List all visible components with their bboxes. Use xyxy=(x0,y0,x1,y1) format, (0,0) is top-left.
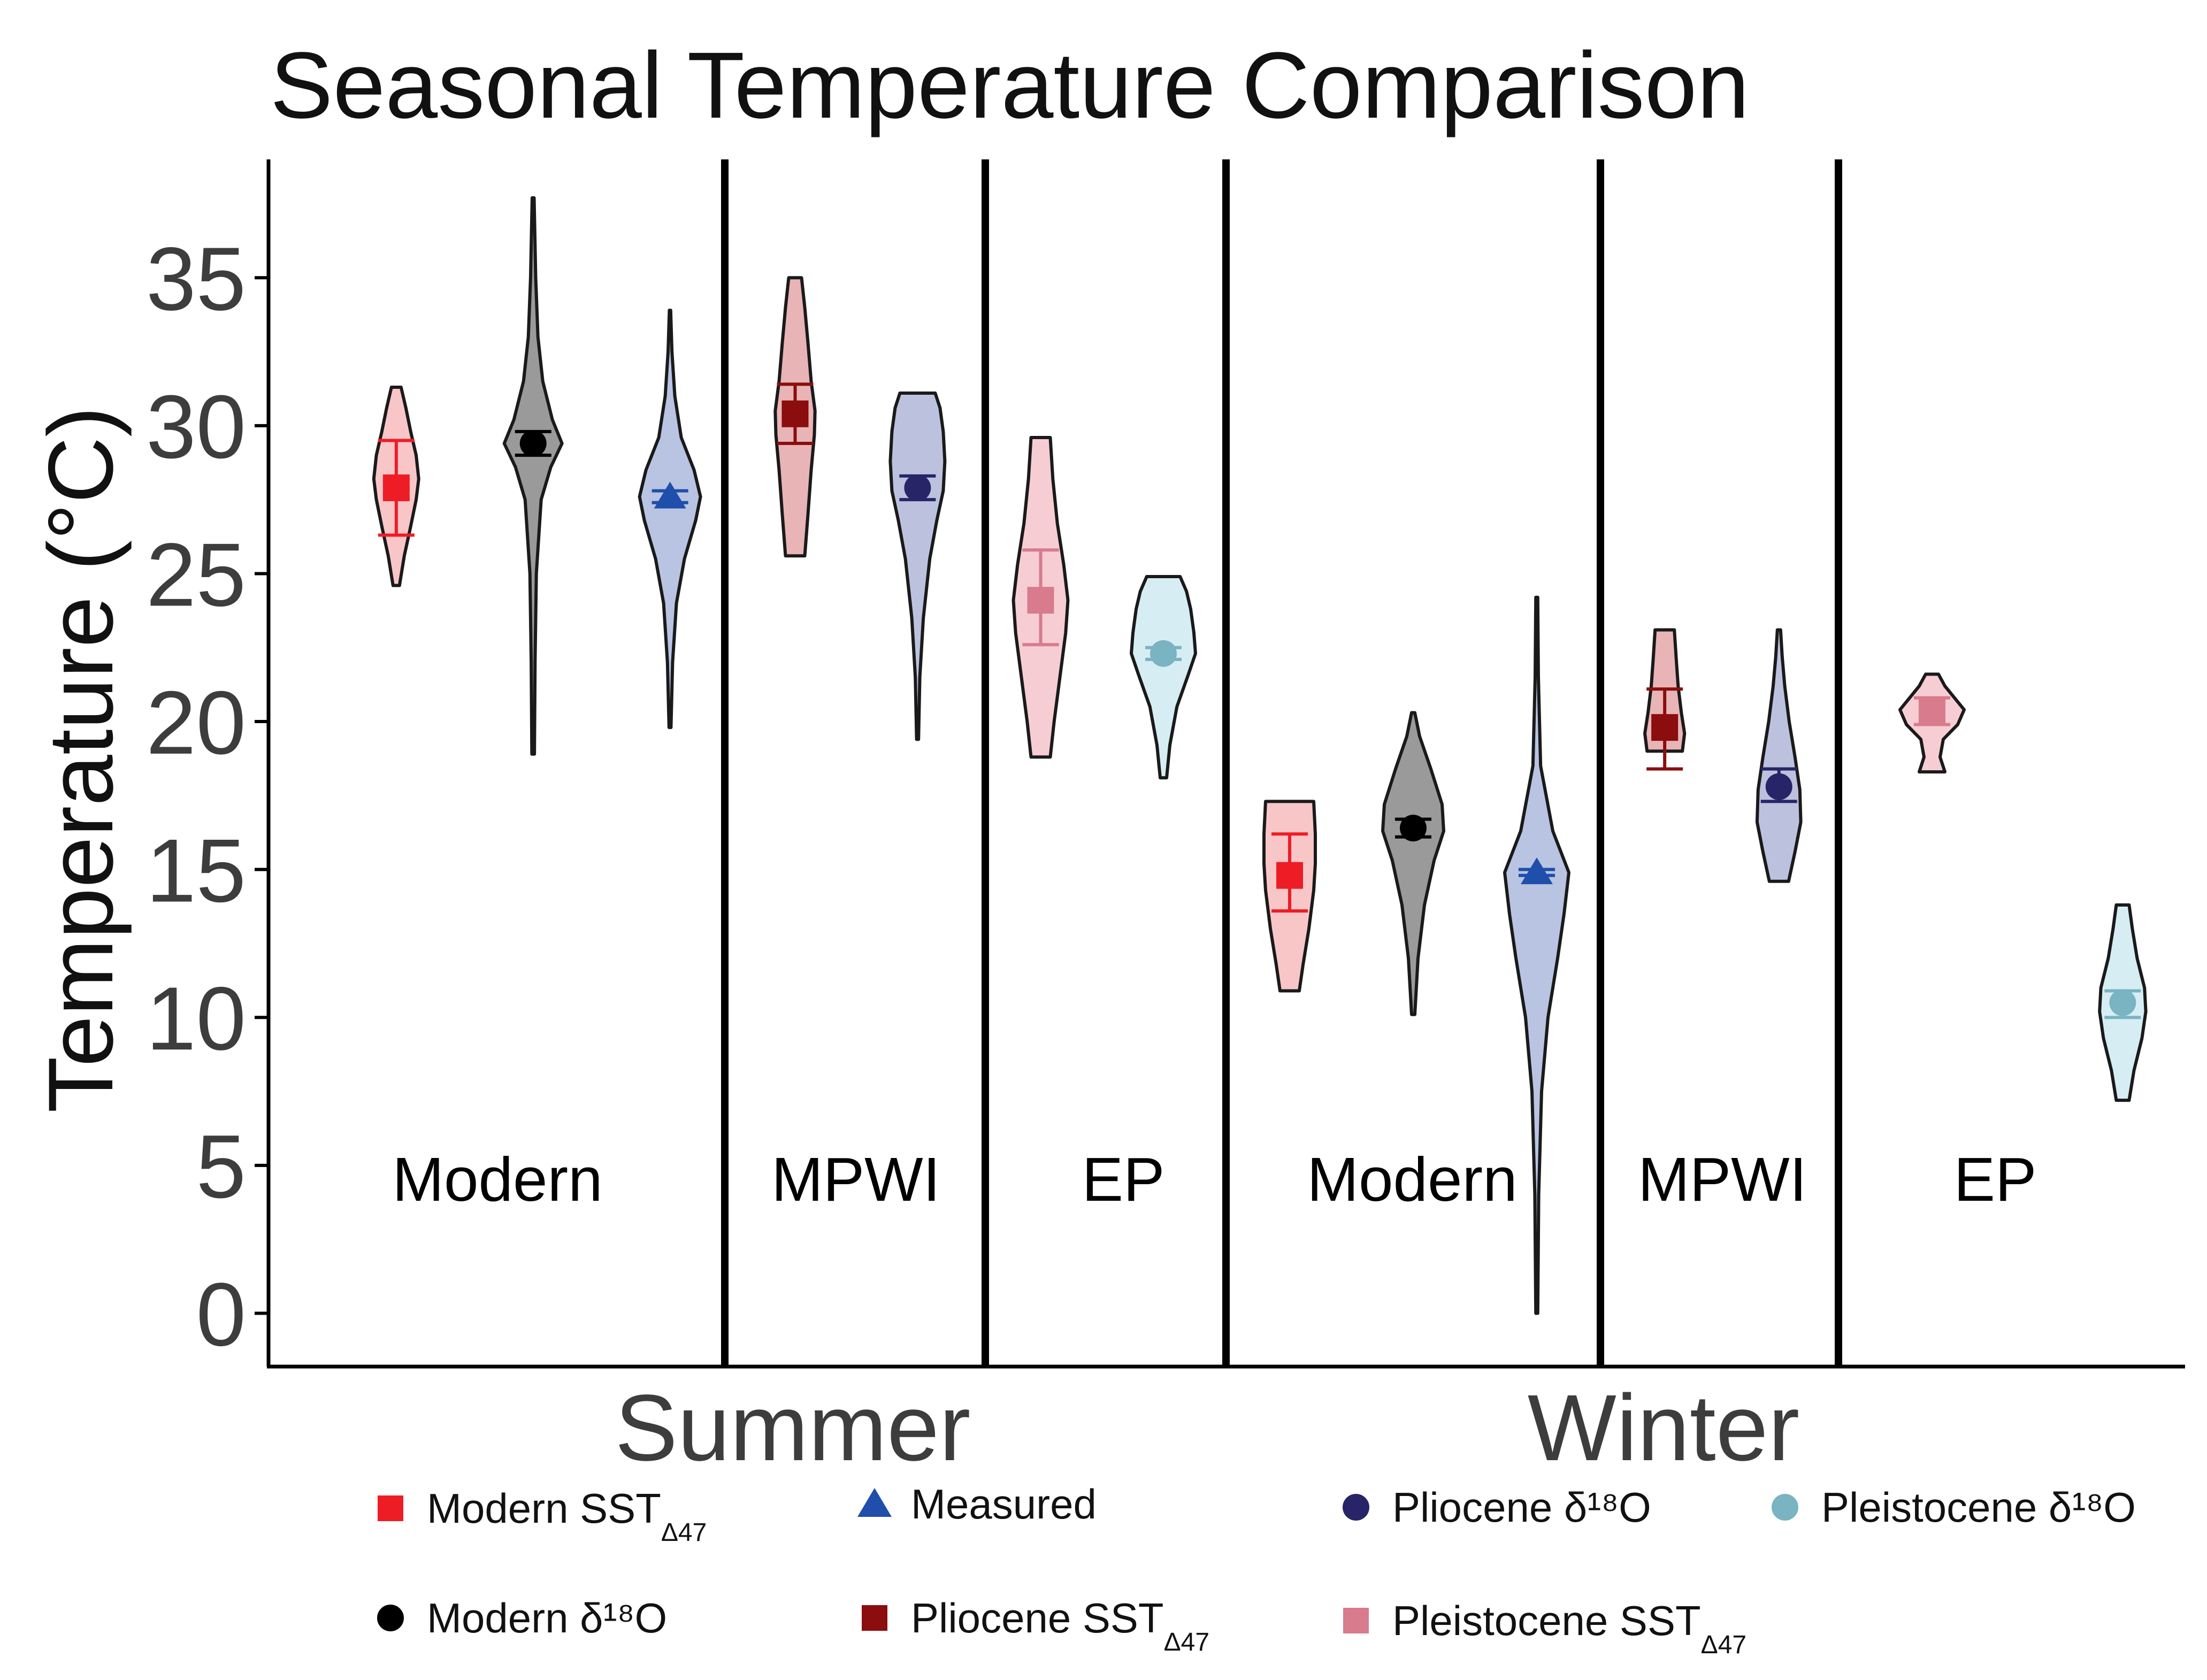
violin-pleistocene_d18o xyxy=(2098,903,2148,1102)
legend-label-text: Pleistocene SST xyxy=(1392,1597,1701,1644)
legend-item-measured: Measured xyxy=(857,1480,1097,1528)
violin-measured xyxy=(1503,595,1570,1315)
violin-body xyxy=(888,392,947,741)
legend-label: Pliocene δ¹⁸O xyxy=(1392,1484,1651,1531)
violin-modern_sst xyxy=(372,385,420,587)
y-tick-label: 5 xyxy=(196,1116,246,1217)
violin-modern_d18o xyxy=(502,196,564,756)
violin-pliocene_sst xyxy=(773,276,817,558)
violins xyxy=(372,196,2148,1315)
mean-marker-circle xyxy=(904,474,931,502)
group-label: MPWI xyxy=(771,1145,940,1214)
violin-pleistocene_sst xyxy=(1898,672,1966,774)
group-labels: Modern MPWI EP Modern MPWI EP xyxy=(392,1145,2036,1214)
legend-item-pleistocene_d18o: Pleistocene δ¹⁸O xyxy=(1772,1484,2136,1531)
legend-label-text: Pleistocene δ¹⁸O xyxy=(1821,1484,2136,1531)
legend-item-modern_sst: Modern SSTΔ47 xyxy=(378,1485,707,1547)
mean-marker-circle xyxy=(1150,640,1177,667)
legend-marker-triangle xyxy=(857,1488,892,1517)
season-labels: Summer Winter xyxy=(615,1376,1800,1480)
group-label: EP xyxy=(1954,1145,2037,1214)
y-tick-label: 0 xyxy=(196,1264,246,1364)
legend-marker-circle xyxy=(377,1605,404,1631)
violin-pleistocene_sst xyxy=(1011,435,1070,759)
mean-marker-square xyxy=(1918,696,1945,723)
legend-label-text: Pliocene δ¹⁸O xyxy=(1392,1484,1651,1531)
mean-marker-square xyxy=(382,474,410,502)
chart-title: Seasonal Temperature Comparison xyxy=(270,33,1749,138)
legend-label: Pleistocene δ¹⁸O xyxy=(1821,1484,2136,1531)
violin-body xyxy=(1755,628,1803,883)
legend-label-text: Measured xyxy=(911,1480,1097,1528)
y-tick-label: 15 xyxy=(146,820,246,921)
violin-pliocene_sst xyxy=(1643,628,1687,771)
legend-label: Pleistocene SSTΔ47 xyxy=(1392,1597,1746,1659)
legend-label-text: Pliocene SST xyxy=(911,1594,1164,1641)
violin-body xyxy=(638,309,702,730)
season-label: Summer xyxy=(615,1376,971,1480)
mean-marker-square xyxy=(781,400,809,427)
legend-item-pliocene_d18o: Pliocene δ¹⁸O xyxy=(1343,1484,1651,1531)
mean-marker-circle xyxy=(519,430,547,457)
legend-marker-circle xyxy=(1772,1494,1798,1521)
mean-marker-triangle xyxy=(1521,857,1553,885)
y-tick-label: 10 xyxy=(146,968,246,1069)
season-label: Winter xyxy=(1528,1376,1800,1480)
y-axis-label: Temperature (°C) xyxy=(29,406,132,1113)
group-label: Modern xyxy=(1307,1145,1517,1214)
legend-marker-square xyxy=(1343,1608,1369,1633)
y-tick-label: 30 xyxy=(146,377,246,477)
violin-measured xyxy=(638,309,702,730)
legend-item-modern_d18o: Modern δ¹⁸O xyxy=(377,1594,667,1641)
violin-modern_sst xyxy=(1262,800,1317,993)
legend-item-pleistocene_sst: Pleistocene SSTΔ47 xyxy=(1343,1597,1746,1659)
violin-body xyxy=(1503,595,1570,1315)
violin-pleistocene_d18o xyxy=(1130,574,1197,780)
legend-label: Modern SSTΔ47 xyxy=(427,1485,707,1547)
violin-modern_d18o xyxy=(1381,711,1445,1016)
y-tick-label: 25 xyxy=(146,524,246,625)
y-tick-label: 20 xyxy=(146,672,246,773)
legend-marker-square xyxy=(862,1605,887,1631)
legend-marker-circle xyxy=(1343,1494,1369,1521)
legend-label-subscript: Δ47 xyxy=(1164,1628,1209,1656)
violin-pliocene_d18o xyxy=(888,392,947,741)
mean-marker-circle xyxy=(1400,815,1427,842)
legend-label-subscript: Δ47 xyxy=(661,1518,707,1547)
mean-marker-triangle xyxy=(654,481,686,509)
violin-body xyxy=(1381,711,1445,1016)
violin-body xyxy=(502,196,564,756)
mean-marker-square xyxy=(1651,714,1679,741)
legend-label-subscript: Δ47 xyxy=(1701,1631,1746,1659)
mean-marker-circle xyxy=(2109,989,2136,1016)
legend-label-text: Modern δ¹⁸O xyxy=(427,1594,667,1641)
legend-marker-square xyxy=(378,1495,403,1521)
y-axis-ticks: 0 5 10 15 20 25 30 35 xyxy=(146,228,269,1364)
legend-label: Modern δ¹⁸O xyxy=(427,1594,667,1641)
group-label: MPWI xyxy=(1638,1145,1807,1214)
mean-marker-circle xyxy=(1765,773,1792,800)
violin-pliocene_d18o xyxy=(1755,628,1803,883)
group-label: Modern xyxy=(392,1145,602,1214)
legend-label: Pliocene SSTΔ47 xyxy=(911,1594,1209,1656)
group-label: EP xyxy=(1082,1145,1165,1214)
violin-body xyxy=(1130,574,1197,780)
legend-item-pliocene_sst: Pliocene SSTΔ47 xyxy=(862,1594,1209,1656)
y-tick-label: 35 xyxy=(146,228,246,329)
group-dividers xyxy=(721,159,1842,1367)
legend-label-text: Modern SST xyxy=(427,1485,661,1532)
legend-label: Measured xyxy=(911,1480,1097,1528)
mean-marker-square xyxy=(1027,587,1054,614)
axes xyxy=(266,159,2185,1369)
mean-marker-square xyxy=(1276,862,1303,889)
